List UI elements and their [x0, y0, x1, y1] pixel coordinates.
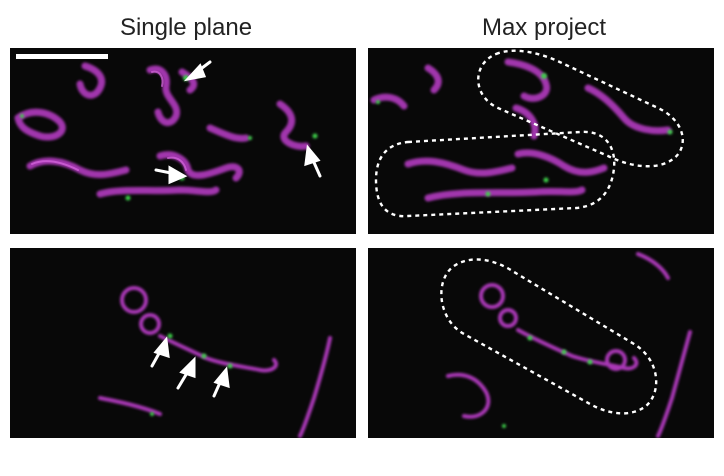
- arrow-icon: [154, 60, 322, 185]
- panel-single-plane-bottom: [10, 248, 356, 438]
- micrograph-max-project-bottom: [440, 252, 692, 438]
- column-title-max-project: Max project: [481, 14, 607, 41]
- panel-single-plane-top: [10, 48, 356, 234]
- micrograph-single-plane-bottom: [98, 286, 332, 438]
- arrow-icon: [150, 336, 230, 398]
- dashed-outline-icon: [440, 258, 658, 415]
- column-title-single-plane: Single plane: [119, 14, 253, 41]
- panel-max-project-top: [368, 48, 714, 234]
- scale-bar: [16, 54, 108, 59]
- micrograph-max-project-top: [370, 49, 684, 218]
- micrograph-single-plane-top: [14, 60, 322, 201]
- panel-max-project-bottom: [368, 248, 714, 438]
- dashed-outline-icon: [374, 49, 684, 218]
